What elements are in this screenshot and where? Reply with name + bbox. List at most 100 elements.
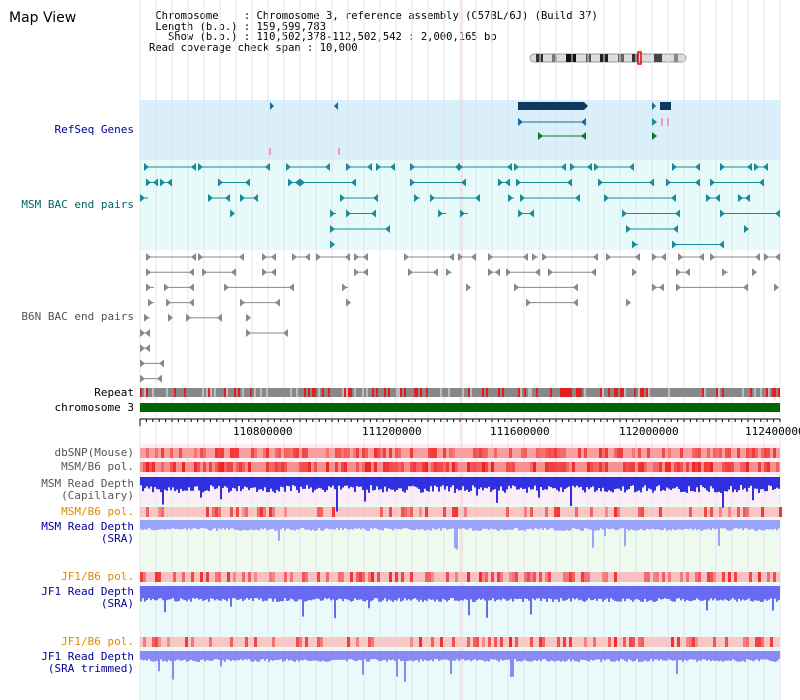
msm-bac-pair[interactable] [508,194,514,202]
b6n-bac-pair[interactable] [752,268,757,277]
msm-bac-pair[interactable] [720,209,780,218]
msm-bac-pair[interactable] [430,194,480,202]
label-dbsnp[interactable]: dbSNP(Mouse) [54,446,134,459]
b6n-bac-pair[interactable] [198,253,244,261]
gene-transcript[interactable] [518,118,586,126]
b6n-bac-pair[interactable] [722,268,728,277]
b6n-bac-pair[interactable] [676,268,690,277]
msm-bac-pair[interactable] [438,209,446,218]
b6n-bac-pair[interactable] [342,283,348,292]
b6n-bac-pair[interactable] [354,253,368,261]
msm-bac-pair[interactable] [286,163,330,171]
b6n-bac-pair[interactable] [246,329,288,337]
b6n-bac-pair[interactable] [246,313,251,322]
gene-transcript[interactable] [538,132,586,140]
msm-bac-pair[interactable] [604,194,676,202]
msm-bac-pair[interactable] [710,178,764,187]
msm-bac-pair[interactable] [514,163,566,171]
b6n-bac-pair[interactable] [140,344,150,353]
msm-bac-pair[interactable] [520,194,580,202]
msm-bac-pair[interactable] [706,194,720,202]
label-jf1-read-depth-trimmed[interactable]: JF1 Read Depth (SRA trimmed) [41,651,134,675]
msm-bac-pair[interactable] [666,178,700,187]
b6n-bac-pair[interactable] [240,298,280,307]
b6n-bac-pair[interactable] [166,298,194,307]
b6n-bac-pair[interactable] [606,253,640,261]
b6n-bac-pair[interactable] [140,329,150,337]
msm-bac-pair[interactable] [346,163,372,171]
msm-bac-pair[interactable] [144,163,196,171]
b6n-bac-pair[interactable] [408,268,438,277]
msm-bac-pair[interactable] [340,194,378,202]
b6n-bac-pair[interactable] [466,283,471,292]
msm-bac-pair[interactable] [330,209,336,218]
b6n-bac-pair[interactable] [446,268,452,277]
msm-bac-pair[interactable] [376,163,395,171]
msm-bac-pair[interactable] [240,194,258,202]
b6n-bac-pair[interactable] [514,283,578,292]
msm-bac-pair[interactable] [414,194,420,202]
b6n-bac-pair[interactable] [488,253,528,261]
b6n-bac-pair[interactable] [542,253,598,261]
b6n-bac-pair[interactable] [458,253,476,261]
msm-bac-pair[interactable] [744,225,749,233]
b6n-bac-pair[interactable] [632,268,637,277]
msm-bac-pair[interactable] [598,178,654,187]
b6n-bac-pair[interactable] [532,253,538,261]
b6n-bac-pair[interactable] [346,298,351,307]
label-repeat[interactable]: Repeat [94,386,134,399]
msm-bac-pair[interactable] [140,194,148,202]
msm-bac-pair[interactable] [738,194,750,202]
b6n-bac-pair[interactable] [140,359,164,368]
b6n-bac-pair[interactable] [262,253,276,261]
b6n-bac-pair[interactable] [146,253,196,261]
b6n-bac-pair[interactable] [764,253,780,261]
msm-bac-pair[interactable] [516,178,572,187]
label-b6n-bac-end-pairs[interactable]: B6N BAC end pairs [21,310,134,323]
label-msm-bac-end-pairs[interactable]: MSM BAC end pairs [21,198,134,211]
msm-bac-pair[interactable] [146,178,158,187]
msm-bac-pair[interactable] [160,178,172,187]
msm-bac-pair[interactable] [518,209,534,218]
b6n-bac-pair[interactable] [164,283,194,292]
msm-bac-pair[interactable] [300,178,356,187]
b6n-bac-pair[interactable] [678,253,704,261]
msm-bac-pair[interactable] [346,209,376,218]
msm-bac-pair[interactable] [230,209,235,218]
label-msm-b6-pol[interactable]: MSM/B6 pol. [61,460,134,473]
b6n-bac-pair[interactable] [710,253,760,261]
label-jf1-b6-pol[interactable]: JF1/B6 pol. [61,570,134,583]
label-jf1-read-depth-sra[interactable]: JF1 Read Depth (SRA) [41,586,134,610]
b6n-bac-pair[interactable] [652,283,664,292]
b6n-bac-pair[interactable] [316,253,350,261]
msm-bac-pair[interactable] [632,240,638,249]
msm-bac-pair[interactable] [208,194,230,202]
b6n-bac-pair[interactable] [262,268,276,277]
label-msm-read-depth-sra[interactable]: MSM Read Depth (SRA) [41,521,134,545]
msm-bac-pair[interactable] [498,178,510,187]
b6n-bac-pair[interactable] [148,298,154,307]
b6n-bac-pair[interactable] [676,283,748,292]
msm-bac-pair[interactable] [594,163,634,171]
msm-bac-pair[interactable] [458,163,512,171]
b6n-bac-pair[interactable] [146,283,154,292]
b6n-bac-pair[interactable] [146,268,194,277]
b6n-bac-pair[interactable] [292,253,310,261]
b6n-bac-pair[interactable] [186,313,222,322]
label-refseq-genes[interactable]: RefSeq Genes [54,123,134,136]
b6n-bac-pair[interactable] [488,268,500,277]
b6n-bac-pair[interactable] [526,298,578,307]
msm-bac-pair[interactable] [460,209,468,218]
msm-bac-pair[interactable] [410,163,460,171]
b6n-bac-pair[interactable] [168,313,173,322]
label-msm-b6-pol-2[interactable]: MSM/B6 pol. [61,505,134,518]
msm-bac-pair[interactable] [330,225,390,233]
msm-bac-pair[interactable] [754,163,768,171]
b6n-bac-pair[interactable] [652,253,666,261]
b6n-bac-pair[interactable] [202,268,236,277]
b6n-bac-pair[interactable] [404,253,454,261]
b6n-bac-pair[interactable] [548,268,596,277]
b6n-bac-pair[interactable] [144,313,150,322]
msm-bac-pair[interactable] [672,240,724,249]
